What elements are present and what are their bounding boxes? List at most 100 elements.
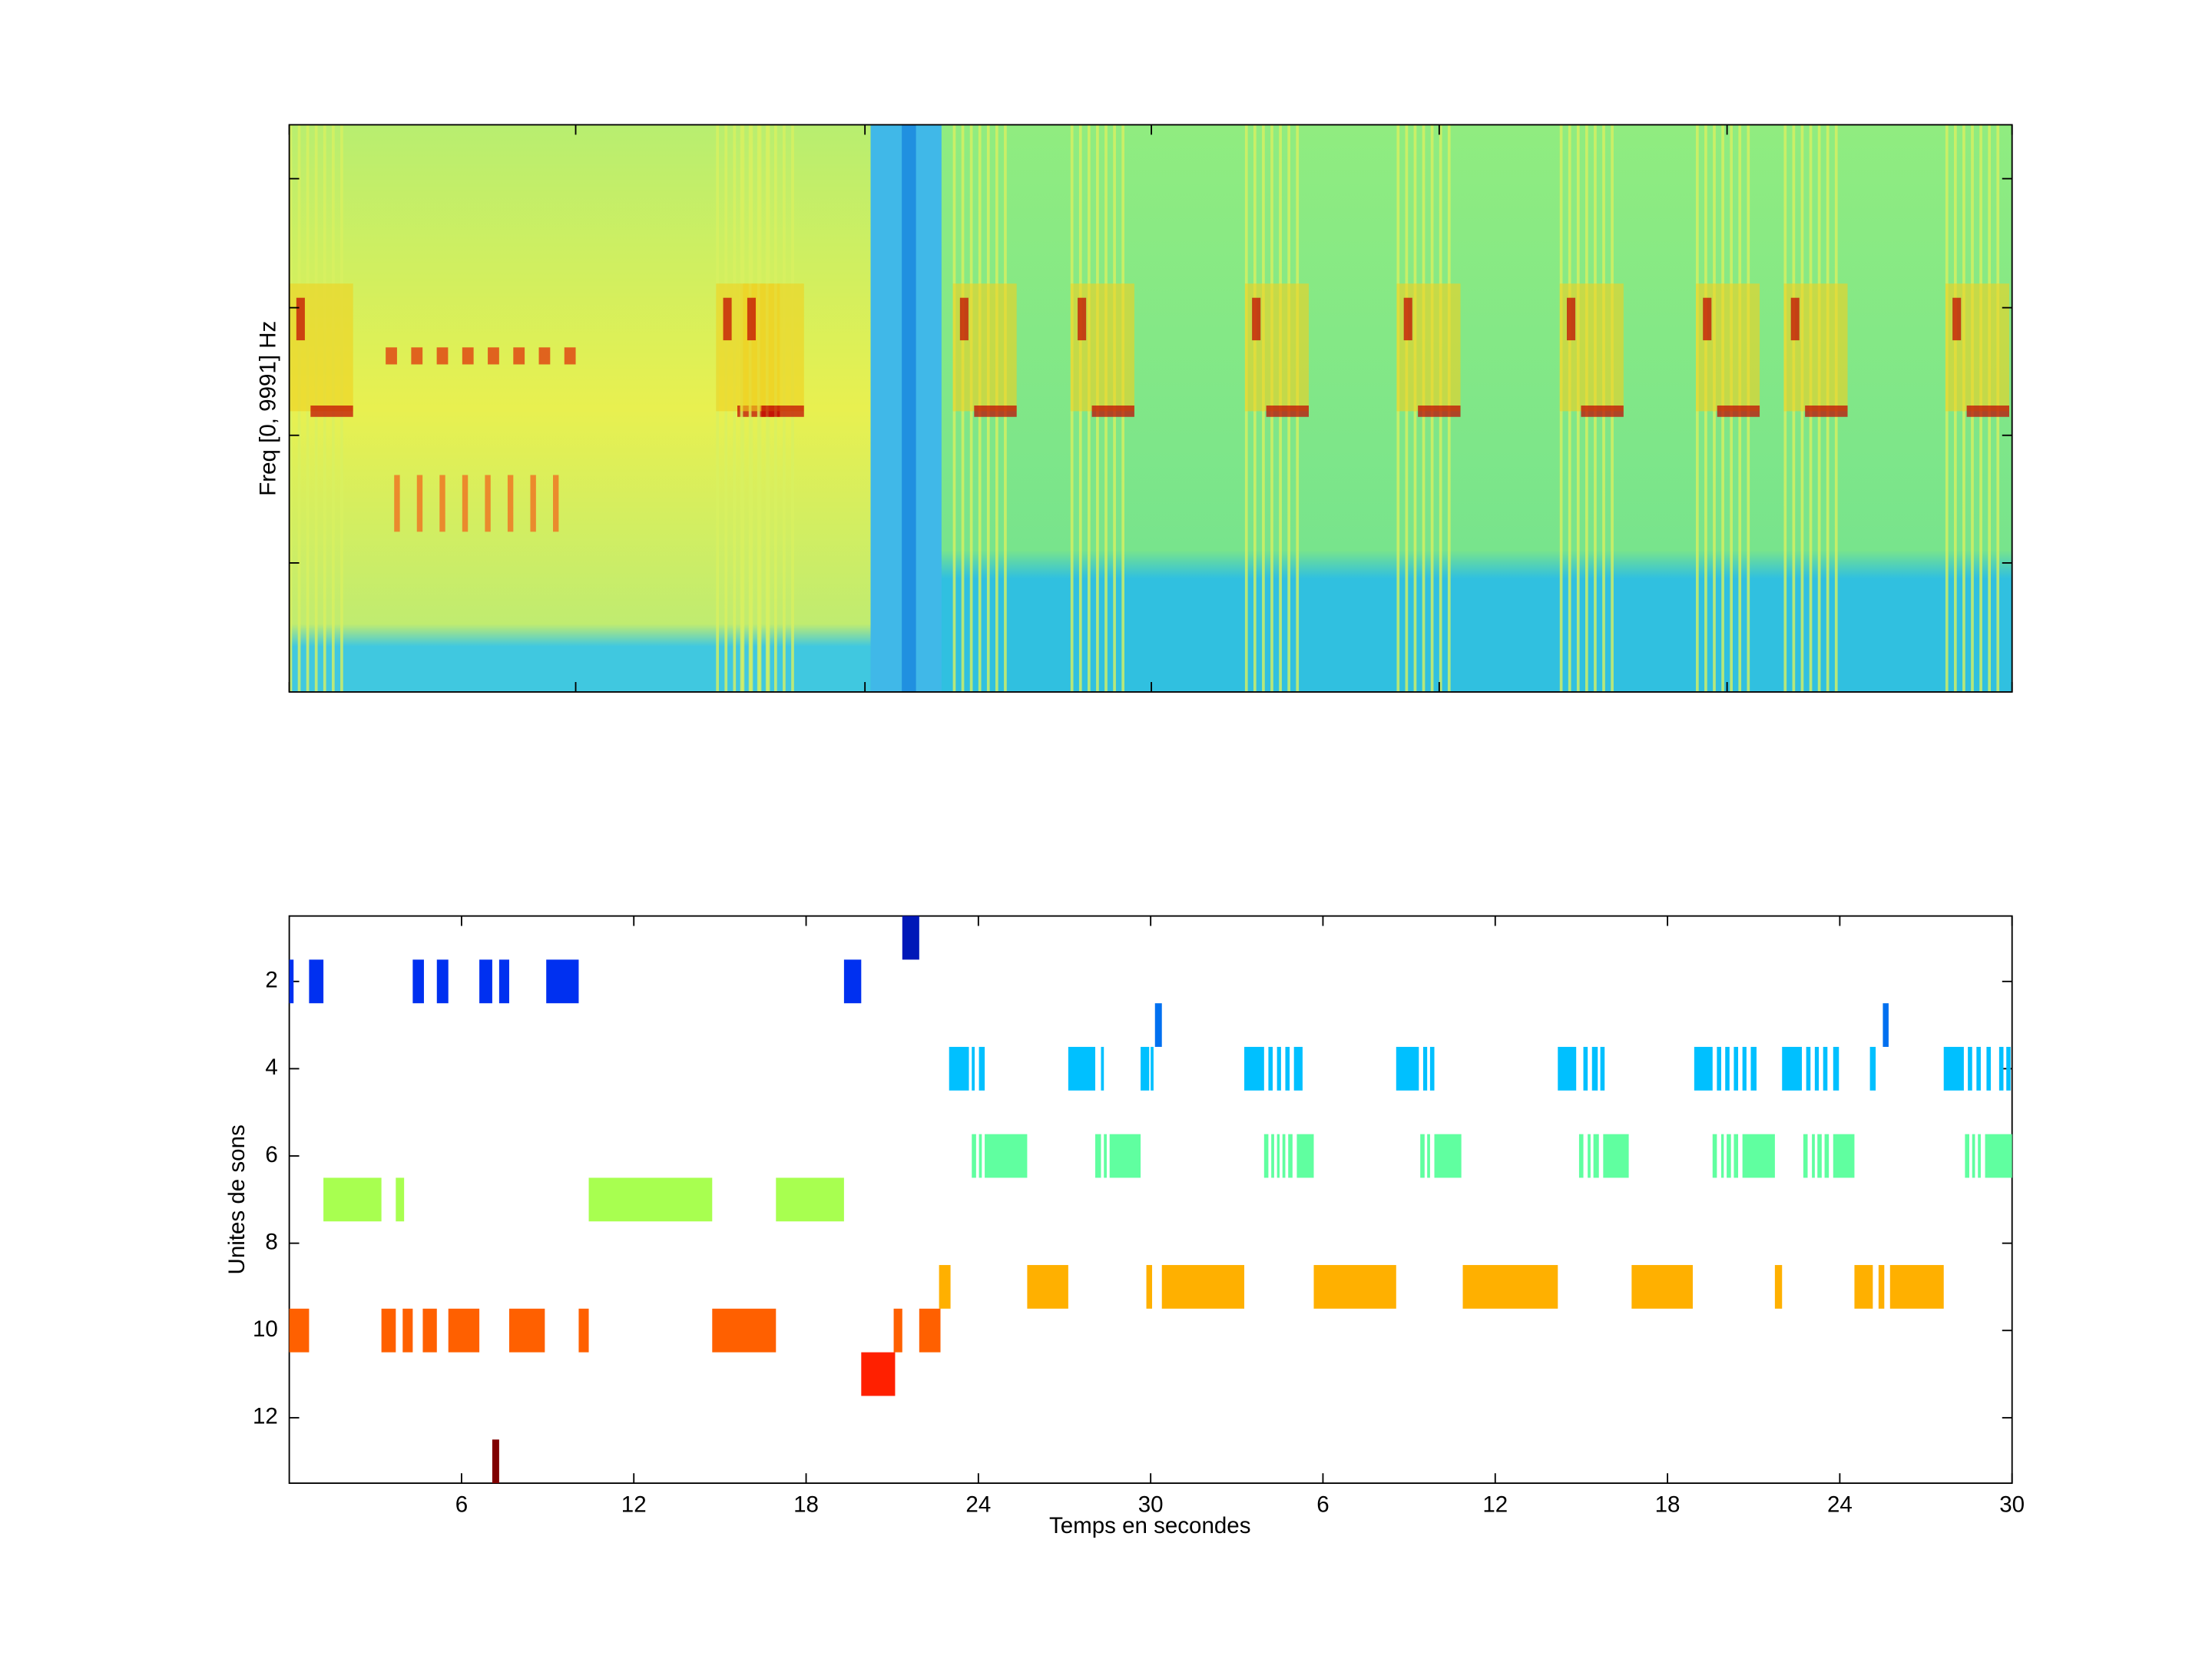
event-bar xyxy=(1998,1047,2004,1091)
event-bar xyxy=(1734,1134,1739,1178)
event-bar xyxy=(1263,1134,1269,1178)
event-bar xyxy=(1151,1047,1154,1091)
event-bar xyxy=(1104,1134,1107,1178)
event-bar xyxy=(1429,1047,1435,1091)
event-bar xyxy=(448,1308,480,1353)
event-bar xyxy=(289,959,294,1004)
event-bar xyxy=(712,1308,777,1353)
event-bar xyxy=(1101,1047,1104,1091)
event-bar xyxy=(1742,1134,1775,1178)
spectrogram-streak xyxy=(1091,406,1134,417)
event-bar xyxy=(479,959,492,1004)
spectrogram-streak xyxy=(488,347,499,365)
spectrogram-ylabel: Freq [0, 9991] Hz xyxy=(256,321,281,496)
x-tick-label: 18 xyxy=(1655,1492,1681,1517)
spectrogram-streak xyxy=(1952,297,1962,341)
spectrogram-streak xyxy=(1567,297,1576,341)
event-bar xyxy=(1750,1047,1757,1091)
spectrogram-streak xyxy=(564,347,576,365)
event-bar xyxy=(1027,1265,1068,1309)
event-bar xyxy=(1583,1047,1588,1091)
event-bar xyxy=(1854,1265,1873,1309)
event-bar xyxy=(498,959,509,1004)
event-bar xyxy=(1434,1134,1462,1178)
event-bar xyxy=(1591,1047,1598,1091)
spectrogram-streak xyxy=(1266,406,1309,417)
event-bar xyxy=(1965,1134,1969,1178)
event-bar xyxy=(1985,1134,2012,1178)
event-bar xyxy=(1593,1134,1599,1178)
spectrogram-streak xyxy=(462,475,469,532)
event-bar xyxy=(1293,1047,1303,1091)
spectrogram-streak xyxy=(1703,297,1712,341)
x-tick-label: 6 xyxy=(455,1492,468,1517)
event-bar xyxy=(1814,1047,1820,1091)
event-bar xyxy=(1588,1134,1591,1178)
event-bar xyxy=(939,1265,951,1309)
event-bar xyxy=(1978,1134,1981,1178)
y-axis-label: Unites de sons xyxy=(224,1124,250,1274)
event-bar xyxy=(1282,1134,1286,1178)
event-bar xyxy=(1823,1047,1828,1091)
event-bar xyxy=(902,916,919,960)
y-tick-label: 4 xyxy=(265,1055,277,1080)
x-tick-label: 30 xyxy=(1138,1492,1164,1517)
spectrogram-streak xyxy=(296,297,305,341)
y-tick-label: 8 xyxy=(265,1229,277,1254)
event-bar xyxy=(1824,1134,1830,1178)
event-bar xyxy=(1578,1134,1584,1178)
event-bar xyxy=(776,1177,844,1222)
event-bar xyxy=(979,1047,985,1091)
event-bar xyxy=(381,1308,396,1353)
event-bar xyxy=(1943,1047,1964,1091)
spectrogram-streak xyxy=(530,475,536,532)
event-bar xyxy=(309,959,324,1004)
event-bar xyxy=(402,1308,413,1353)
event-bar xyxy=(1833,1047,1839,1091)
spectrogram-region xyxy=(902,124,916,692)
spectrogram-streak xyxy=(485,475,491,532)
event-bar xyxy=(1712,1134,1717,1178)
event-bar xyxy=(1806,1047,1811,1091)
spectrogram-streak xyxy=(1966,406,2009,417)
event-bar xyxy=(979,1134,982,1178)
spectrogram-streak xyxy=(1717,406,1760,417)
spectrogram-streak xyxy=(386,347,397,365)
event-bar xyxy=(1244,1047,1264,1091)
spectrogram-streak xyxy=(436,347,449,365)
event-bar xyxy=(1068,1047,1096,1091)
x-axis-label: Temps en secondes xyxy=(1049,1513,1251,1538)
event-bar xyxy=(1817,1134,1822,1178)
event-bar xyxy=(2006,1047,2011,1091)
event-bar xyxy=(1976,1047,1981,1091)
event-bar xyxy=(1109,1134,1141,1178)
spectrogram-streak xyxy=(974,406,1017,417)
x-tick-label: 18 xyxy=(793,1492,819,1517)
event-bar xyxy=(422,1308,437,1353)
event-bar xyxy=(1725,1047,1730,1091)
spectrogram-streak xyxy=(723,297,732,341)
event-bar xyxy=(861,1352,896,1396)
spectrogram-streak xyxy=(553,475,559,532)
event-bar xyxy=(1878,1265,1885,1309)
event-bar xyxy=(1600,1047,1605,1091)
event-bar xyxy=(1427,1134,1430,1178)
event-bar xyxy=(949,1047,969,1091)
event-bar xyxy=(1422,1047,1428,1091)
event-bar xyxy=(578,1308,589,1353)
spectrogram-streak xyxy=(747,297,756,341)
event-bar xyxy=(1141,1047,1150,1091)
event-bar xyxy=(1396,1047,1419,1091)
event-bar xyxy=(1277,1134,1280,1178)
event-bar xyxy=(1717,1047,1721,1091)
x-tick-label: 12 xyxy=(621,1492,647,1517)
event-bar xyxy=(1095,1134,1101,1178)
spectrogram-streak xyxy=(1078,297,1087,341)
event-bar xyxy=(1968,1047,1972,1091)
event-bar xyxy=(1631,1265,1693,1309)
event-bar xyxy=(396,1177,405,1222)
event-bar xyxy=(1277,1047,1281,1091)
spectrogram xyxy=(289,124,2012,692)
event-bar xyxy=(436,959,449,1004)
event-bar xyxy=(1742,1047,1747,1091)
